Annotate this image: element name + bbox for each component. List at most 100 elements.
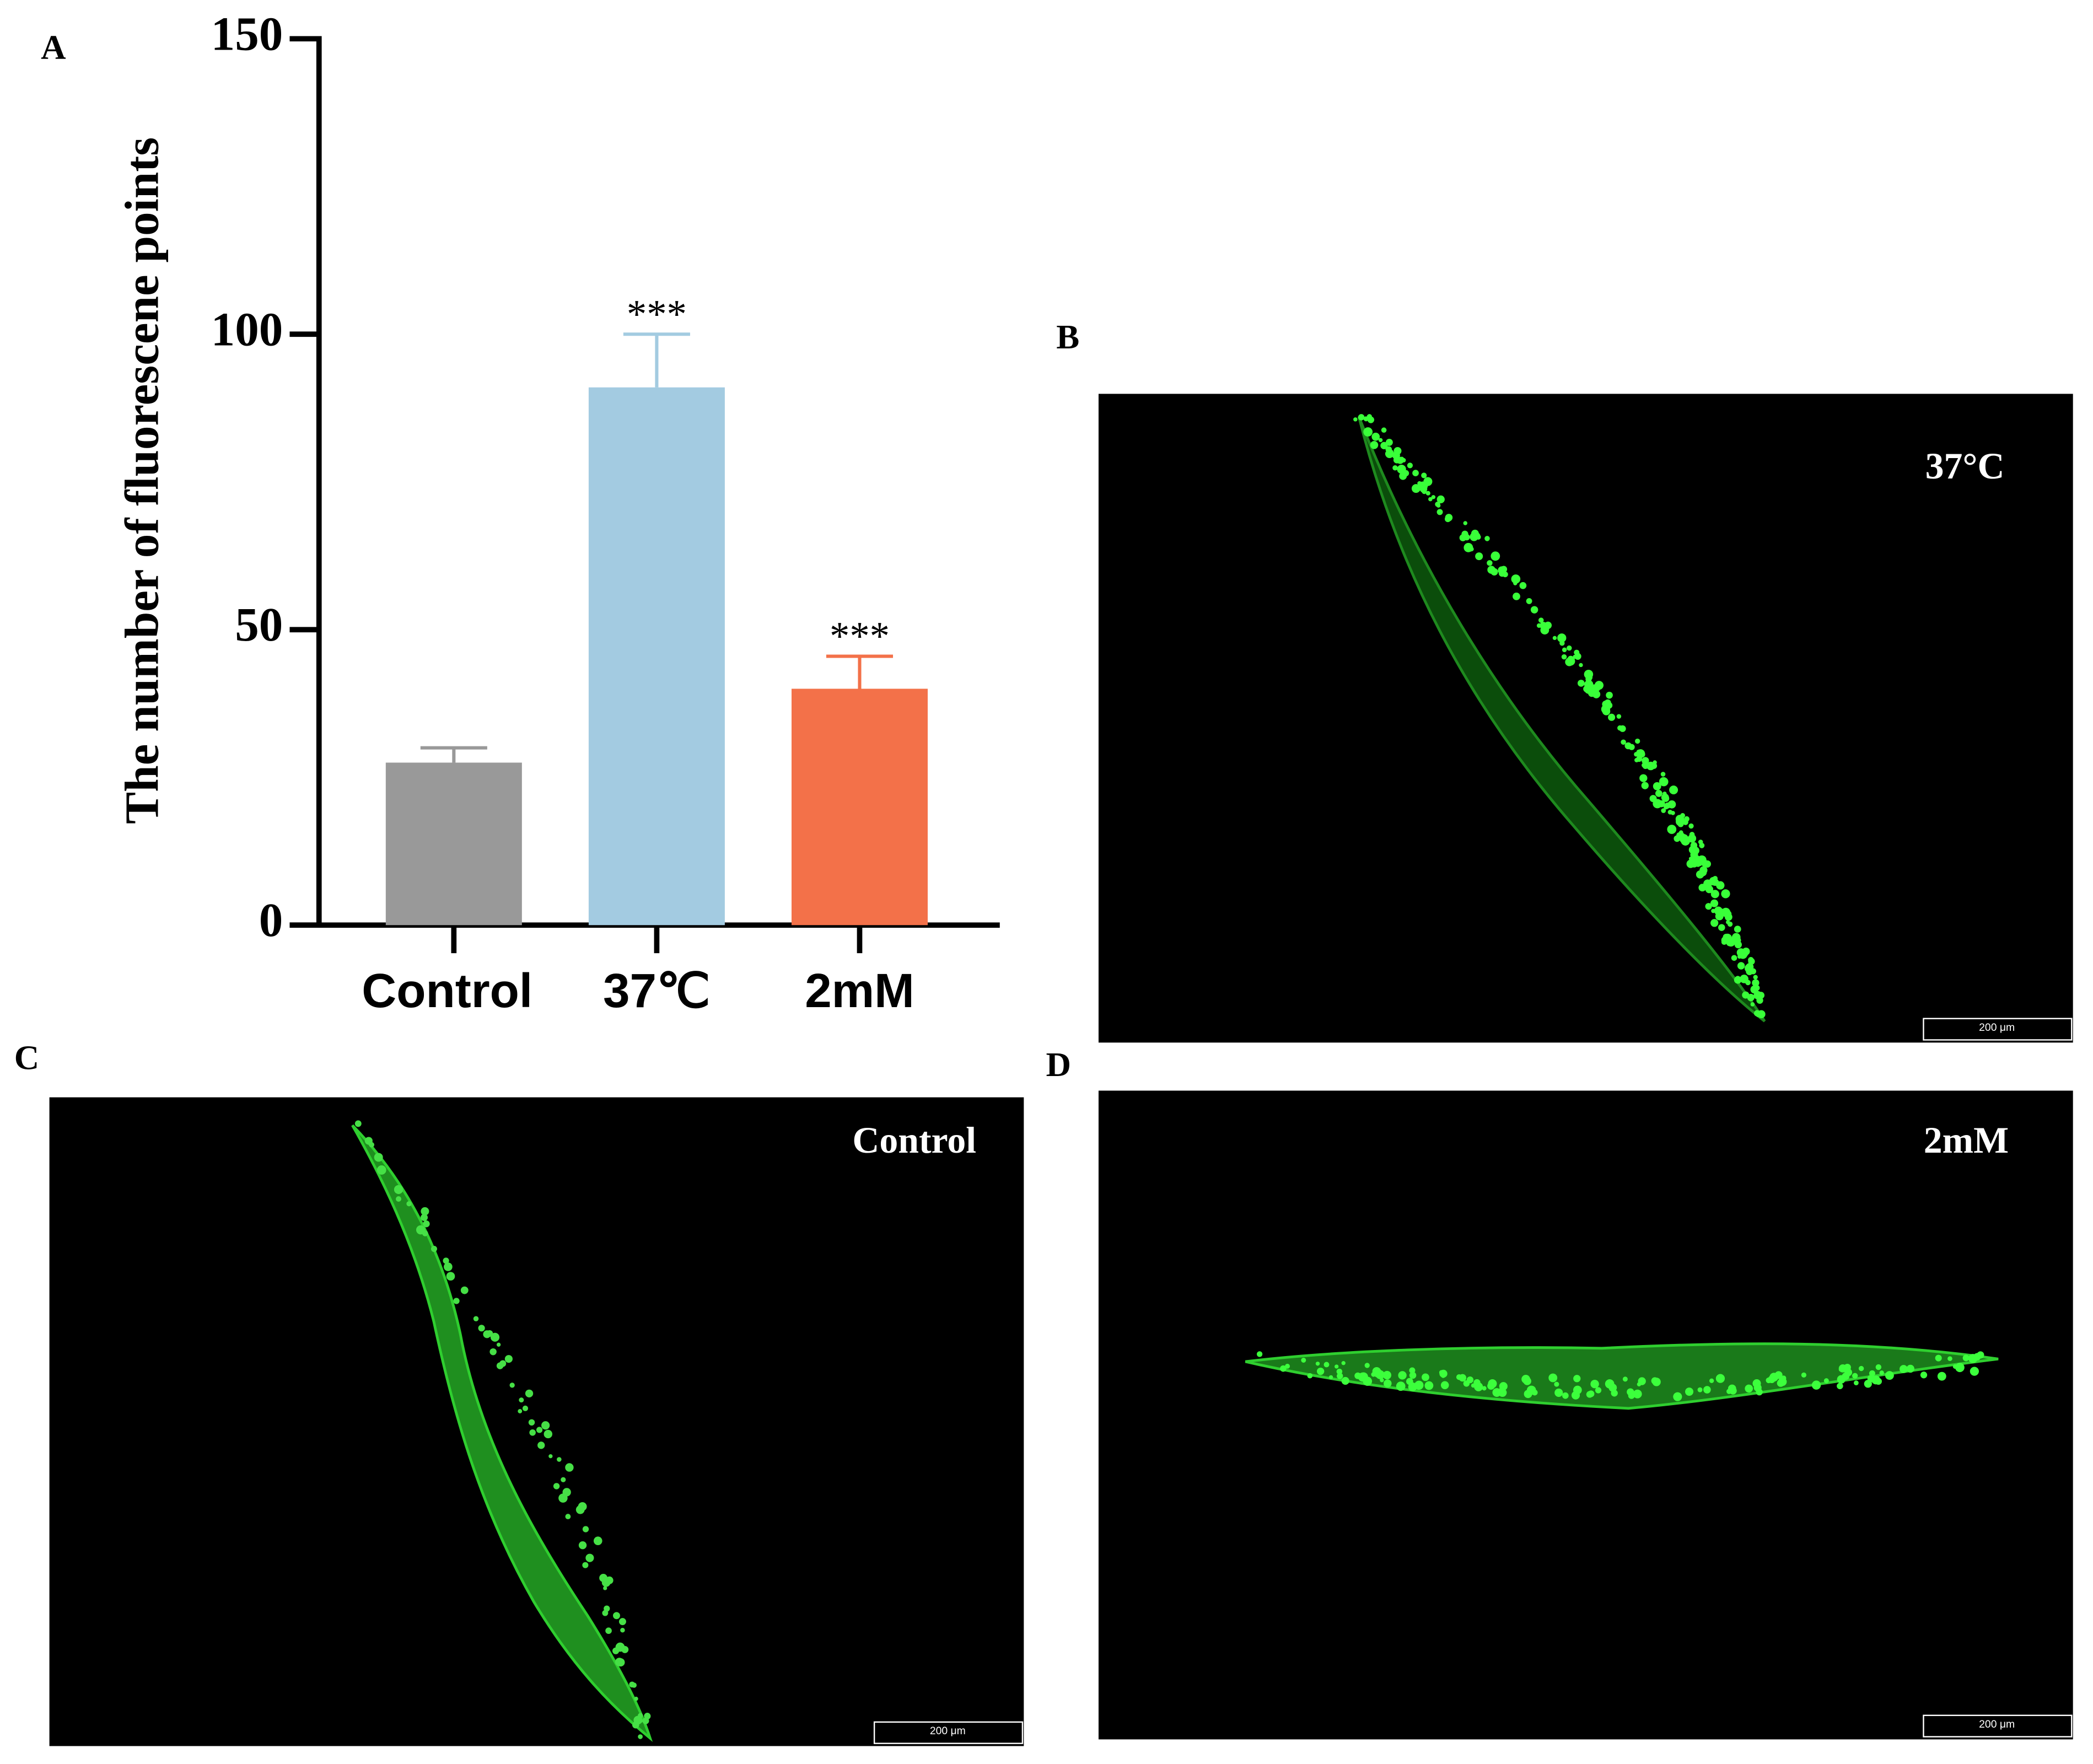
fluorescent-dot — [1586, 1391, 1593, 1398]
fluorescent-dot — [1745, 1384, 1753, 1393]
fluorescent-dot — [621, 1645, 629, 1653]
fluorescent-dot — [443, 1257, 449, 1264]
fluorescent-dot — [1385, 446, 1392, 453]
fluorescent-dot — [1337, 1373, 1343, 1379]
fluorescent-dot — [1461, 530, 1468, 537]
fluorescent-dot — [431, 1246, 437, 1252]
fluorescent-dot — [1381, 427, 1387, 433]
fluorescent-dot — [1731, 955, 1737, 961]
fluorescent-dot — [620, 1628, 625, 1633]
fluorescent-dot — [1579, 663, 1583, 668]
fluorescent-dot — [599, 1574, 607, 1582]
fluorescent-dot — [1463, 1380, 1470, 1387]
fluorescent-dot — [473, 1316, 479, 1321]
fluorescent-dot — [1561, 654, 1567, 660]
panel-letter: C — [14, 1039, 39, 1077]
fluorescent-dot — [1567, 645, 1572, 651]
panel-letter: A — [41, 28, 66, 67]
fluorescent-dot — [1435, 502, 1440, 507]
fluorescent-dot — [1519, 582, 1527, 589]
fluorescent-dot — [634, 1696, 638, 1701]
fluorescent-dot — [460, 1286, 469, 1294]
fluorescent-dot — [1353, 417, 1358, 422]
fluorescent-dot — [1837, 1383, 1843, 1390]
fluorescent-dot — [1651, 1377, 1659, 1385]
fluorescent-dot — [578, 1502, 587, 1511]
fluorescent-dot — [1411, 484, 1421, 493]
fluorescent-dot — [423, 1220, 430, 1228]
fluorescent-dot — [374, 1153, 383, 1162]
fluorescent-dot — [1687, 834, 1697, 843]
fluorescent-dot — [1380, 1378, 1384, 1383]
fluorescent-dot — [1718, 924, 1725, 931]
fluorescent-dot — [1584, 680, 1594, 690]
fluorescent-dot — [1463, 521, 1468, 525]
fluorescent-dot — [1729, 1386, 1737, 1395]
fluorescent-dot — [1393, 456, 1401, 464]
fluorescent-dot — [1678, 830, 1683, 835]
fluorescent-dot — [1526, 598, 1532, 604]
fluorescent-dot — [1635, 738, 1640, 744]
fluorescent-dot — [605, 1627, 612, 1634]
fluorescent-dot — [1636, 749, 1645, 759]
micrograph — [49, 1097, 1024, 1746]
fluorescent-dot — [537, 1442, 545, 1449]
fluorescent-dot — [1424, 1381, 1434, 1390]
fluorescent-dot — [1436, 495, 1445, 504]
fluorescent-dot — [1440, 1381, 1449, 1390]
scale-bar — [873, 1721, 1024, 1744]
fluorescent-dot — [541, 1421, 550, 1430]
fluorescent-dot — [1725, 910, 1732, 918]
fluorescent-dot — [1500, 566, 1508, 573]
fluorescent-dot — [1393, 447, 1402, 455]
fluorescent-dot — [638, 1734, 643, 1739]
fluorescent-dot — [1590, 1379, 1599, 1389]
fluorescent-dot — [1475, 552, 1483, 561]
fluorescent-dot — [444, 1262, 453, 1271]
fluorescent-dot — [1414, 1380, 1424, 1390]
fluorescent-dot — [1436, 509, 1443, 515]
fluorescent-dot — [1606, 691, 1613, 699]
fluorescent-dot — [1690, 842, 1698, 849]
fluorescent-dot — [478, 1325, 485, 1332]
panel-letter: B — [1056, 318, 1079, 356]
bar — [588, 387, 725, 926]
fluorescent-dot — [1488, 1379, 1497, 1389]
fluorescent-dot — [1801, 1372, 1807, 1378]
fluorescent-dot — [582, 1526, 589, 1532]
fluorescent-dot — [1301, 1357, 1306, 1363]
fluorescent-dot — [1697, 1387, 1703, 1392]
fluorescent-dot — [1584, 669, 1594, 679]
fluorescent-dot — [529, 1429, 536, 1436]
fluorescent-dot — [1714, 906, 1723, 915]
fluorescent-dot — [1397, 465, 1406, 474]
fluorescent-dot — [1399, 472, 1407, 480]
fluorescent-dot — [1363, 427, 1373, 437]
fluorescent-dot — [548, 1454, 553, 1459]
fluorescent-dot — [496, 1362, 504, 1369]
fluorescent-dot — [1307, 1373, 1313, 1379]
fluorescent-dot — [561, 1477, 566, 1482]
fluorescent-dot — [1871, 1375, 1881, 1385]
scale-bar-label: 200 μm — [1979, 1718, 2015, 1730]
fluorescent-dot — [394, 1185, 403, 1195]
fluorescent-dot — [1412, 470, 1419, 476]
fluorescent-dot — [1256, 1351, 1263, 1357]
significance-label: *** — [830, 614, 890, 658]
fluorescent-dot — [1753, 975, 1758, 980]
fluorescent-dot — [1574, 653, 1581, 660]
fluorescent-dot — [1595, 686, 1600, 692]
fluorescent-dot — [1753, 1010, 1761, 1017]
fluorescent-dot — [1752, 979, 1760, 987]
fluorescent-dot — [1734, 926, 1741, 933]
fluorescent-dot — [1843, 1363, 1851, 1372]
fluorescent-dot — [1869, 1370, 1875, 1376]
fluorescent-dot — [1562, 1392, 1569, 1399]
x-tick-label: 2mM — [805, 964, 914, 1018]
fluorescent-dot — [1638, 1377, 1646, 1385]
fluorescent-dot — [1712, 878, 1719, 886]
fluorescent-dot — [1573, 1385, 1582, 1395]
fluorescent-dot — [1709, 1378, 1714, 1383]
fluorescent-dot — [354, 1120, 362, 1127]
